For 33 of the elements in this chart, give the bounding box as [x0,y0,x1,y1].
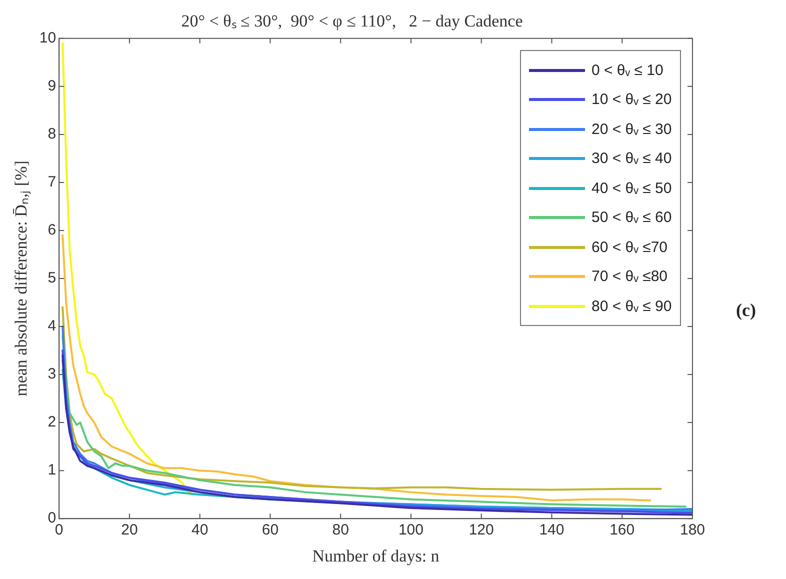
y-tick-label: 3 [48,366,56,383]
y-tick-label: 9 [48,78,56,95]
legend-label: 10 < θᵥ ≤ 20 [591,91,672,108]
legend-label: 30 < θᵥ ≤ 40 [591,150,672,168]
x-tick-label: 60 [262,522,279,539]
x-tick-label: 160 [610,522,635,539]
y-tick-label: 0 [48,510,56,527]
chart-title: 20° < θₛ ≤ 30°, 90° < φ ≤ 110°, 2 − day Cadence [181,12,523,31]
x-tick-label: 120 [468,522,494,539]
x-tick-label: 40 [191,522,208,539]
y-tick-label: 7 [48,174,56,191]
x-tick-label: 80 [332,522,349,539]
legend-label: 20 < θᵥ ≤ 30 [591,120,672,138]
x-tick-label: 20 [121,522,138,539]
x-axis-title: Number of days: n [312,546,440,566]
y-tick-label: 10 [39,30,56,47]
legend-label: 70 < θᵥ ≤80 [591,268,668,286]
legend-label: 60 < θᵥ ≤70 [591,238,668,256]
y-axis-title: mean absolute difference: D̄ₙ,ⱼ [%] [12,160,32,396]
y-tick-label: 2 [48,414,56,431]
legend-label: 80 < θᵥ ≤ 90 [591,298,672,315]
y-tick-label: 6 [48,222,56,239]
y-tick-label: 5 [48,270,56,287]
x-tick-label: 140 [539,522,564,539]
x-tick-label: 100 [398,522,424,539]
y-tick-label: 1 [48,462,56,479]
x-tick-label: 180 [680,522,705,539]
legend-label: 50 < θᵥ ≤ 60 [591,209,672,226]
y-tick-label: 8 [48,126,56,143]
text: (c) [736,300,756,321]
legend-label: 40 < θᵥ ≤ 50 [591,180,672,197]
y-tick-label: 4 [48,318,56,335]
legend-label: 0 < θᵥ ≤ 10 [591,62,664,79]
